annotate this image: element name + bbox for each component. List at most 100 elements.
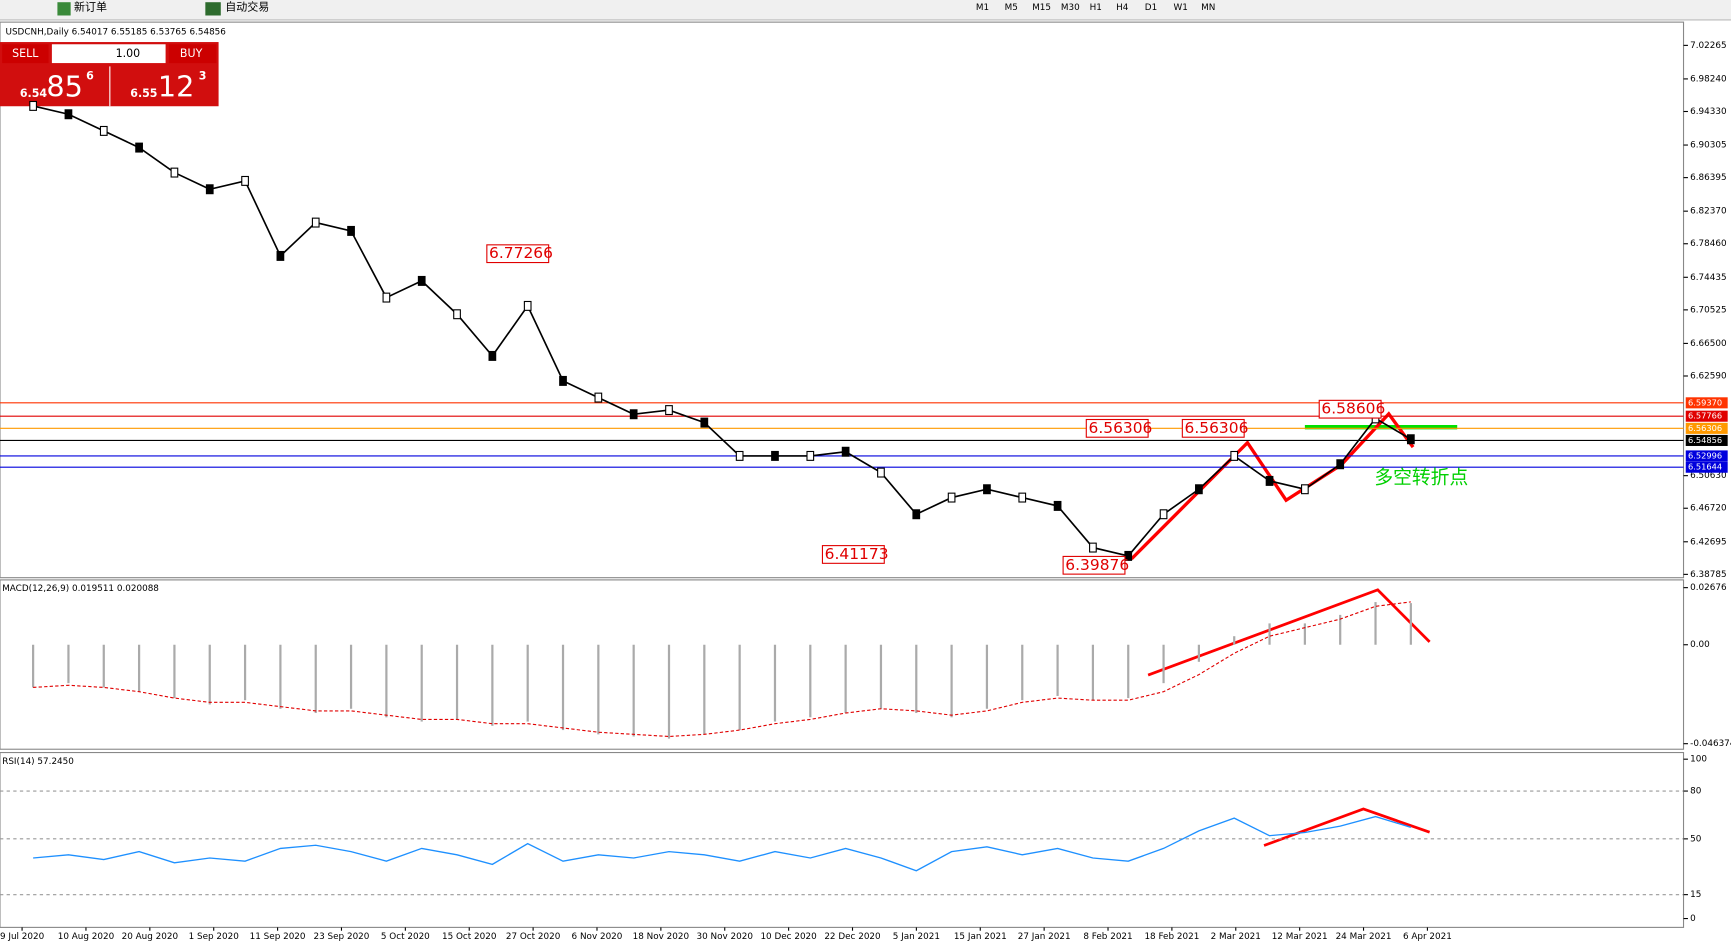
date-label: 18 Feb 2021 bbox=[1144, 932, 1199, 942]
close-marker bbox=[1053, 500, 1062, 511]
close-marker bbox=[99, 125, 108, 136]
rsi-line bbox=[33, 815, 1412, 872]
timeframe[interactable]: H1 bbox=[1090, 3, 1102, 13]
macd-bar bbox=[420, 644, 423, 722]
ask-small[interactable]: 3 bbox=[199, 69, 207, 82]
close-marker bbox=[276, 250, 285, 261]
price-tick-label: 6.62590 bbox=[1690, 371, 1727, 381]
date-label: 20 Aug 2020 bbox=[122, 932, 179, 942]
rsi-label: RSI(14) 57.2450 bbox=[2, 757, 74, 767]
bid-main[interactable]: 85 bbox=[46, 70, 83, 104]
close-marker bbox=[983, 484, 991, 495]
lot-value[interactable]: 1.00 bbox=[116, 47, 141, 60]
macd-bar bbox=[32, 644, 35, 688]
timeframe[interactable]: D1 bbox=[1145, 3, 1157, 13]
date-label: 5 Oct 2020 bbox=[381, 932, 430, 942]
price-tick-label: 6.70525 bbox=[1690, 305, 1726, 315]
macd-bar bbox=[67, 644, 70, 684]
timeframe[interactable]: MN bbox=[1201, 3, 1215, 13]
macd-bar bbox=[1339, 614, 1342, 645]
macd-tick-label: 0.02676 bbox=[1690, 583, 1727, 593]
macd-signal bbox=[33, 601, 1411, 738]
close-marker bbox=[64, 109, 73, 120]
close-marker bbox=[135, 142, 143, 153]
macd-bar bbox=[632, 644, 635, 737]
date-label: 23 Sep 2020 bbox=[314, 932, 370, 942]
timeframe[interactable]: M30 bbox=[1061, 3, 1080, 13]
ask-main[interactable]: 12 bbox=[158, 70, 195, 104]
buy-button[interactable] bbox=[168, 44, 217, 64]
date-label: 10 Dec 2020 bbox=[760, 932, 817, 942]
bid-big[interactable]: 6.54 bbox=[20, 87, 48, 100]
toolbar bbox=[0, 0, 1731, 20]
close-marker bbox=[1159, 509, 1168, 520]
bid-small[interactable]: 6 bbox=[86, 69, 94, 82]
close-marker bbox=[877, 467, 885, 478]
price-level-box bbox=[1685, 450, 1728, 462]
annotation-box bbox=[1085, 418, 1149, 438]
close-marker bbox=[1195, 484, 1203, 495]
macd-bar bbox=[1233, 636, 1236, 645]
macd-bar bbox=[1197, 644, 1200, 662]
sell-label[interactable]: SELL bbox=[12, 47, 39, 60]
annotation-box bbox=[1181, 418, 1245, 438]
rsi-tick-label: 100 bbox=[1690, 755, 1707, 765]
date-label: 6 Nov 2020 bbox=[572, 932, 623, 942]
autotrade-icon[interactable] bbox=[205, 2, 221, 16]
close-marker bbox=[947, 492, 956, 503]
close-marker bbox=[311, 217, 320, 228]
price-level-box bbox=[1685, 410, 1728, 422]
annotation-label: 6.77266 bbox=[489, 244, 553, 262]
close-marker bbox=[735, 450, 744, 461]
annotation-box bbox=[1062, 555, 1126, 575]
macd-bar bbox=[102, 644, 105, 688]
price-level-label: 6.51644 bbox=[1688, 462, 1722, 472]
price-tick-label: 6.46720 bbox=[1690, 504, 1727, 514]
macd-bar bbox=[597, 644, 600, 735]
ask-big[interactable]: 6.55 bbox=[130, 87, 157, 100]
close-marker bbox=[1336, 459, 1345, 470]
rsi-tick-label: 80 bbox=[1690, 787, 1702, 797]
toolbar-button[interactable]: 自动交易 bbox=[225, 0, 269, 14]
close-marker bbox=[1089, 542, 1097, 553]
price-tick-label: 6.66500 bbox=[1690, 339, 1727, 349]
sell-button[interactable] bbox=[2, 44, 49, 64]
new-order-icon[interactable] bbox=[57, 2, 71, 16]
date-label: 15 Oct 2020 bbox=[442, 932, 497, 942]
annotation-label: 6.56306 bbox=[1185, 419, 1249, 437]
close-marker bbox=[382, 292, 391, 303]
close-marker bbox=[205, 184, 214, 195]
date-label: 30 Nov 2020 bbox=[697, 932, 754, 942]
price-level-box bbox=[1685, 434, 1728, 446]
macd-bar bbox=[385, 644, 388, 718]
timeframe[interactable]: M15 bbox=[1032, 3, 1051, 13]
timeframe[interactable]: H4 bbox=[1116, 3, 1129, 13]
timeframe[interactable]: W1 bbox=[1174, 3, 1188, 13]
timeframe[interactable]: M1 bbox=[976, 3, 989, 13]
annotation-label: 6.56306 bbox=[1088, 419, 1152, 437]
close-marker bbox=[594, 392, 603, 403]
lot-input[interactable] bbox=[51, 44, 166, 64]
macd-bar bbox=[809, 644, 812, 718]
date-label: 6 Apr 2021 bbox=[1403, 932, 1452, 942]
macd-tick-label: -0.046374 bbox=[1690, 739, 1731, 749]
buy-label[interactable]: BUY bbox=[180, 47, 203, 60]
macd-bar bbox=[208, 644, 211, 705]
close-line bbox=[32, 105, 1412, 557]
annotation-label: 6.58606 bbox=[1321, 400, 1385, 418]
close-marker bbox=[347, 225, 355, 236]
price-level-label: 6.59370 bbox=[1688, 397, 1722, 407]
annotation-box bbox=[1318, 399, 1382, 419]
price-tick-label: 6.42695 bbox=[1690, 537, 1726, 547]
timeframe[interactable]: M5 bbox=[1005, 3, 1018, 13]
close-marker bbox=[170, 167, 179, 178]
price-tick-label: 6.38785 bbox=[1690, 570, 1726, 580]
trade-panel: SELL 1.00 BUY 6.54 85 6 6.55 12 3 bbox=[0, 42, 219, 107]
price-tick-label: 6.74435 bbox=[1690, 273, 1726, 283]
toolbar-button[interactable]: 新订单 bbox=[74, 0, 107, 14]
price-level-box bbox=[1685, 422, 1728, 434]
price-level-box bbox=[1685, 461, 1728, 473]
price-level-box bbox=[1685, 397, 1728, 409]
macd-bar bbox=[1091, 644, 1095, 701]
